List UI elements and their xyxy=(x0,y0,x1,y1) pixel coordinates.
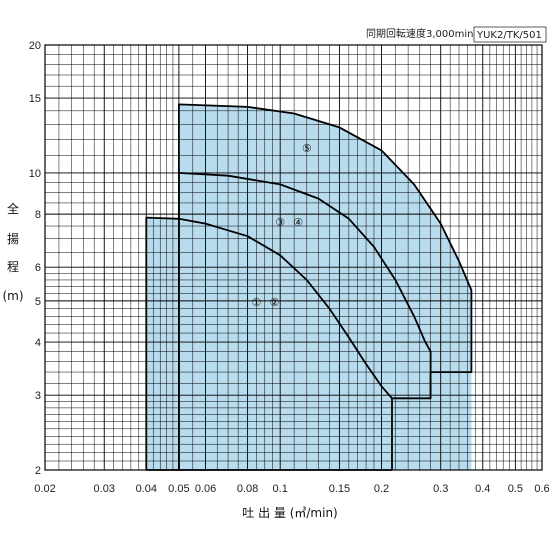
region-label: ⑤ xyxy=(302,142,312,155)
x-tick-label: 0.05 xyxy=(168,483,189,495)
x-axis-title: 吐 出 量 (㎥/min) xyxy=(242,506,337,520)
y-tick-label: 8 xyxy=(35,209,41,221)
x-tick-label: 0.06 xyxy=(195,483,216,495)
x-tick-label: 0.4 xyxy=(475,483,490,495)
regions-layer xyxy=(146,104,472,471)
x-tick-label: 0.6 xyxy=(534,483,549,495)
y-tick-label: 2 xyxy=(35,465,41,477)
y-axis-title-char: (m) xyxy=(2,289,23,303)
region-outline xyxy=(178,172,432,470)
x-tick-label: 0.03 xyxy=(94,483,115,495)
x-tick-label: 0.2 xyxy=(374,483,389,495)
y-axis-title-char: 全 xyxy=(7,201,19,216)
y-tick-label: 20 xyxy=(29,40,41,52)
x-tick-label: 0.15 xyxy=(329,483,350,495)
y-axis-title-char: 揚 xyxy=(7,232,19,246)
y-tick-label: 15 xyxy=(29,93,41,105)
y-tick-label: 3 xyxy=(35,390,41,402)
region-label: ② xyxy=(269,296,279,309)
y-tick-label: 10 xyxy=(29,168,41,180)
x-tick-label: 0.1 xyxy=(273,483,288,495)
model-box: YUK2/TK/501 xyxy=(473,26,547,43)
region-label: ④ xyxy=(293,216,303,229)
region-labels: ① ② ③ ④ ⑤ xyxy=(251,142,311,309)
x-tick-label: 0.02 xyxy=(34,483,55,495)
header: 同期回転速度3,000min⁻¹ YUK2/TK/501 xyxy=(366,26,547,43)
x-tick-label: 0.08 xyxy=(237,483,258,495)
plot-border xyxy=(44,44,543,471)
x-tick-label: 0.04 xyxy=(136,483,157,495)
x-tick-labels: 0.02 0.03 0.04 0.05 0.06 0.08 0.1 0.15 0.2 0.3 0.4… xyxy=(34,483,549,495)
region-label: ① xyxy=(251,296,261,309)
y-axis-title-char: 程 xyxy=(7,259,19,274)
y-tick-label: 6 xyxy=(35,262,41,274)
x-tick-label: 0.3 xyxy=(433,483,448,495)
model-text: YUK2/TK/501 xyxy=(476,30,542,41)
speed-text: 同期回転速度3,000min⁻¹ xyxy=(366,27,483,40)
region-label: ③ xyxy=(275,216,285,229)
y-tick-label: 5 xyxy=(35,296,41,308)
region-outline xyxy=(178,103,473,470)
y-axis-title: 全揚程 (m) xyxy=(2,201,23,303)
x-tick-label: 0.5 xyxy=(508,483,523,495)
y-tick-labels: 2 3 4 5 6 8 10 15 20 xyxy=(29,40,41,477)
region-fill xyxy=(146,217,392,470)
y-tick-label: 4 xyxy=(35,337,41,349)
